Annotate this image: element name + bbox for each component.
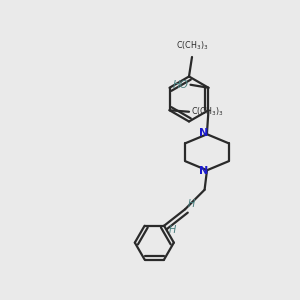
Text: N: N [199,128,208,138]
Text: C(CH$_3$)$_3$: C(CH$_3$)$_3$ [190,106,223,118]
Text: HO: HO [173,80,189,90]
Text: N: N [199,166,208,176]
Text: H: H [188,199,195,209]
Text: C(CH$_3$)$_3$: C(CH$_3$)$_3$ [176,39,208,52]
Text: H: H [169,225,176,235]
